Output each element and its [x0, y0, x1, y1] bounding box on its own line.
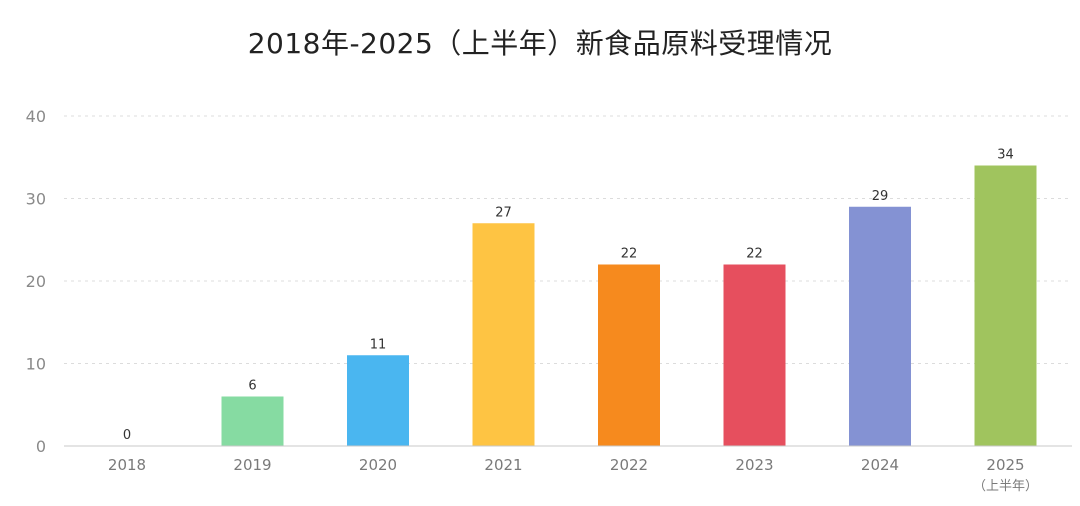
- bar-2024: [849, 206, 911, 446]
- data-label: 22: [621, 247, 638, 262]
- data-label: 27: [495, 205, 512, 220]
- x-tick-label: 2024: [861, 456, 899, 474]
- y-tick-label: 10: [26, 355, 46, 374]
- bar-2021: [472, 223, 535, 446]
- x-tick-label: 2021: [484, 456, 522, 474]
- chart-title: 2018年-2025（上半年）新食品原料受理情况: [247, 27, 833, 60]
- data-label: 11: [370, 337, 387, 352]
- x-tick-sublabel: （上半年）: [973, 479, 1038, 494]
- gridlines: [64, 115, 1072, 364]
- x-tick-label: 2022: [610, 456, 648, 474]
- bars: [221, 165, 1037, 446]
- y-tick-label: 0: [36, 437, 46, 456]
- bar-2022: [598, 264, 660, 446]
- y-tick-label: 40: [26, 107, 46, 126]
- data-label: 34: [997, 148, 1014, 163]
- data-label: 22: [746, 247, 763, 262]
- bar-2020: [347, 355, 409, 446]
- x-tick-label: 2018: [108, 456, 146, 474]
- y-tick-label: 20: [26, 272, 46, 291]
- bar-2019: [221, 396, 284, 446]
- data-label: 6: [248, 379, 256, 394]
- bar-2023: [723, 264, 786, 446]
- x-axis-labels: 2018 2019 2020 2021 2022 2023 2024 2025 （上半年）: [108, 456, 1038, 494]
- data-label: 0: [123, 428, 131, 443]
- x-tick-label: 2019: [233, 456, 271, 474]
- y-axis-ticks: 0 10 20 30 40: [26, 107, 46, 456]
- x-tick-label: 2025: [986, 456, 1024, 474]
- bar-2025: [974, 165, 1037, 446]
- y-tick-label: 30: [26, 190, 46, 209]
- x-tick-label: 2020: [359, 456, 397, 474]
- x-tick-label: 2023: [735, 456, 773, 474]
- data-labels: 0 6 11 27 22 22 29 34: [123, 148, 1014, 444]
- data-label: 29: [872, 189, 889, 204]
